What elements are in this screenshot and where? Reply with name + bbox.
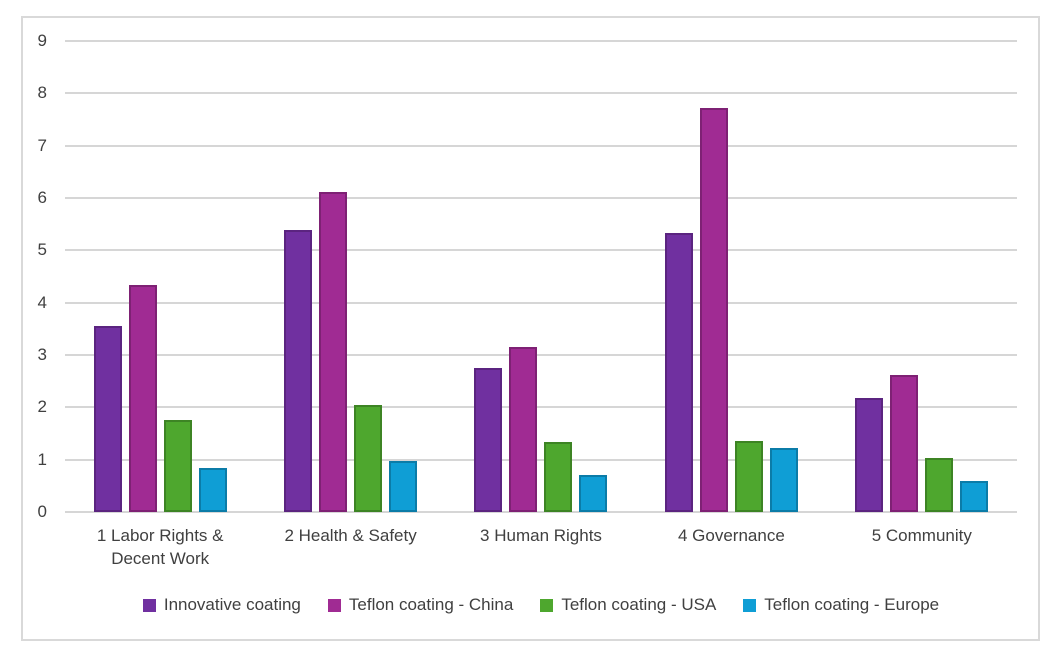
legend-swatch-icon (540, 598, 554, 612)
category-label-2-health-safety: 2 Health & Safety (284, 526, 417, 545)
y-axis-tick-label: 5 (37, 240, 47, 260)
y-axis-tick-label: 9 (37, 31, 47, 50)
gridline-4 (65, 301, 1017, 304)
gridline-5 (65, 249, 1017, 252)
y-axis-tick-label: 3 (37, 345, 47, 364)
gridline-6 (65, 197, 1017, 199)
y-axis-tick-label: 4 (37, 292, 47, 312)
bar-teflon-coating-europe-2-health-safety (389, 461, 418, 512)
bar-group-2-health-safety (255, 191, 445, 512)
gridline-0 (65, 511, 1017, 513)
y-axis-tick-label: 0 (37, 502, 47, 521)
bar-teflon-coating-china-2-health-safety (319, 191, 348, 512)
y-axis-tick-label: 1 (37, 449, 47, 469)
y-axis-tick-label: 6 (37, 188, 47, 207)
gridline-8 (65, 92, 1017, 95)
gridline-9 (65, 40, 1017, 42)
legend-label: Innovative coating (163, 595, 301, 614)
gridline-1 (65, 458, 1017, 461)
legend-item-teflon-coating-china: Teflon coating - China (327, 595, 514, 615)
bar-teflon-coating-europe-3-human-rights (579, 474, 608, 512)
legend: Innovative coating Teflon coating - China… (65, 595, 1017, 615)
bar-teflon-coating-usa-1-labor-rights-decent-work (163, 419, 192, 512)
y-axis-tick-label: 7 (37, 135, 47, 155)
category-label-1-labor-rights-decent-work: 1 Labor Rights & Decent Work (96, 526, 224, 568)
bar-teflon-coating-usa-2-health-safety (354, 404, 383, 512)
bar-innovative-coating-2-health-safety (284, 230, 313, 512)
gridline-7 (65, 144, 1017, 147)
bar-teflon-coating-china-5-community (890, 374, 919, 512)
bar-group-1-labor-rights-decent-work (65, 284, 255, 512)
bar-teflon-coating-china-3-human-rights (509, 346, 538, 512)
legend-item-teflon-coating-usa: Teflon coating - USA (540, 595, 716, 615)
legend-item-teflon-coating-europe: Teflon coating - Europe (743, 595, 939, 615)
bar-teflon-coating-china-4-governance (699, 108, 728, 512)
legend-label: Teflon coating - China (348, 595, 514, 614)
bar-group-3-human-rights (446, 346, 636, 512)
bar-teflon-coating-usa-4-governance (734, 440, 763, 512)
gridline-3 (65, 354, 1017, 356)
legend-swatch-icon (142, 598, 156, 612)
category-label-3-human-rights: 3 Human Rights (480, 526, 602, 545)
y-axis-tick-label: 2 (37, 397, 47, 417)
category-label-4-governance: 4 Governance (677, 526, 785, 545)
bar-teflon-coating-europe-4-governance (769, 448, 798, 512)
gridline-2 (65, 406, 1017, 409)
legend-swatch-icon (327, 598, 341, 612)
bar-group-5-community (827, 374, 1017, 512)
bar-teflon-coating-china-1-labor-rights-decent-work (128, 284, 157, 512)
bar-innovative-coating-1-labor-rights-decent-work (93, 326, 122, 512)
category-label-5-community: 5 Community (871, 526, 972, 545)
y-axis-tick-label: 8 (37, 83, 47, 103)
bar-teflon-coating-europe-5-community (960, 481, 989, 512)
bar-innovative-coating-3-human-rights (474, 367, 503, 512)
legend-label: Teflon coating - USA (561, 595, 717, 614)
bar-teflon-coating-europe-1-labor-rights-decent-work (198, 468, 227, 512)
chart-frame (21, 16, 1040, 641)
bar-group-4-governance (636, 108, 826, 512)
legend-item-innovative-coating: Innovative coating (142, 595, 301, 615)
legend-swatch-icon (743, 598, 757, 612)
bar-innovative-coating-5-community (855, 397, 884, 512)
bar-innovative-coating-4-governance (664, 233, 693, 512)
bar-teflon-coating-usa-5-community (925, 457, 954, 512)
bar-teflon-coating-usa-3-human-rights (544, 441, 573, 512)
legend-label: Teflon coating - Europe (764, 595, 940, 614)
